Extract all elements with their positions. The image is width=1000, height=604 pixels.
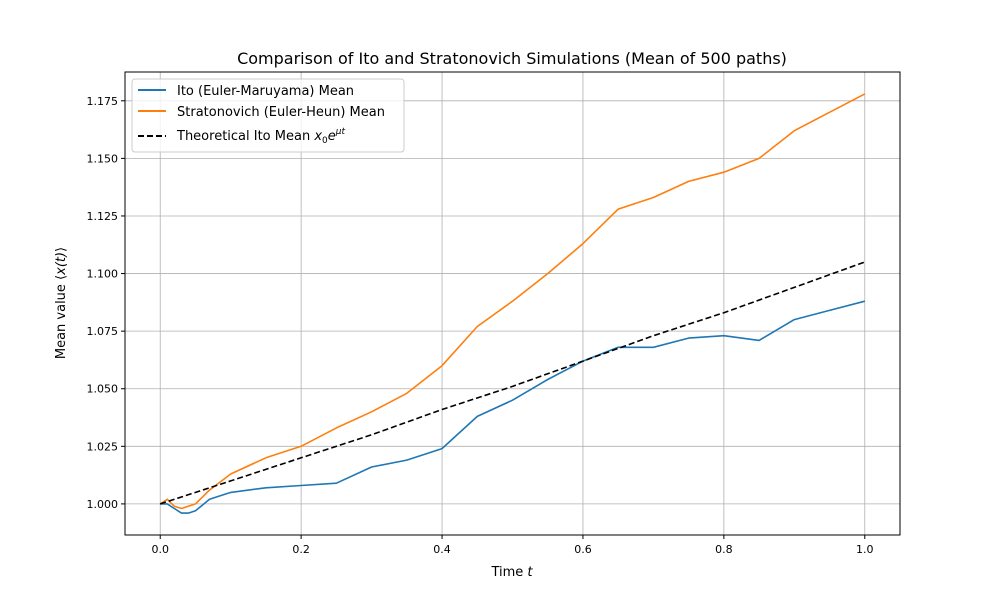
y-tick-label: 1.075: [87, 325, 119, 338]
y-tick-label: 1.050: [87, 383, 119, 396]
legend-box: [131, 78, 405, 153]
legend-label-theo: Theoretical Ito Mean x0eμt: [176, 127, 345, 146]
x-tick-label: 0.6: [574, 543, 592, 556]
legend-label-strat: Stratonovich (Euler-Heun) Mean: [177, 105, 385, 120]
legend-label-ito: Ito (Euler-Maruyama) Mean: [177, 84, 354, 99]
x-tick-label: 0.4: [433, 543, 451, 556]
ticks: 0.0 0.2 0.4 0.6 0.8 1.0 1.000 1.025 1.050 1.075 1.…: [87, 95, 874, 556]
x-tick-label: 1.0: [856, 543, 874, 556]
y-axis-label: Mean value ⟨x(t)⟩: [54, 247, 69, 359]
chart-title: Comparison of Ito and Stratonovich Simul…: [237, 49, 787, 68]
ito-mean-line: [160, 300, 866, 514]
x-tick-label: 0.0: [151, 543, 169, 556]
x-axis-label: Time t: [490, 565, 533, 580]
theoretical-mean-line: [159, 261, 866, 505]
y-tick-label: 1.150: [87, 152, 119, 165]
y-tick-label: 1.025: [87, 440, 119, 453]
y-tick-label: 1.175: [87, 95, 119, 108]
y-tick-label: 1.100: [87, 268, 119, 281]
x-tick-label: 0.2: [292, 543, 310, 556]
legend: Ito (Euler-Maruyama) Mean Stratonovich (…: [131, 78, 405, 153]
y-tick-label: 1.000: [87, 498, 119, 511]
x-tick-label: 0.8: [715, 543, 733, 556]
stratonovich-mean-line: [159, 93, 866, 510]
series-lines: [159, 93, 866, 514]
grid: [125, 72, 900, 535]
plot-frame: [124, 71, 901, 536]
y-tick-label: 1.125: [87, 210, 119, 223]
